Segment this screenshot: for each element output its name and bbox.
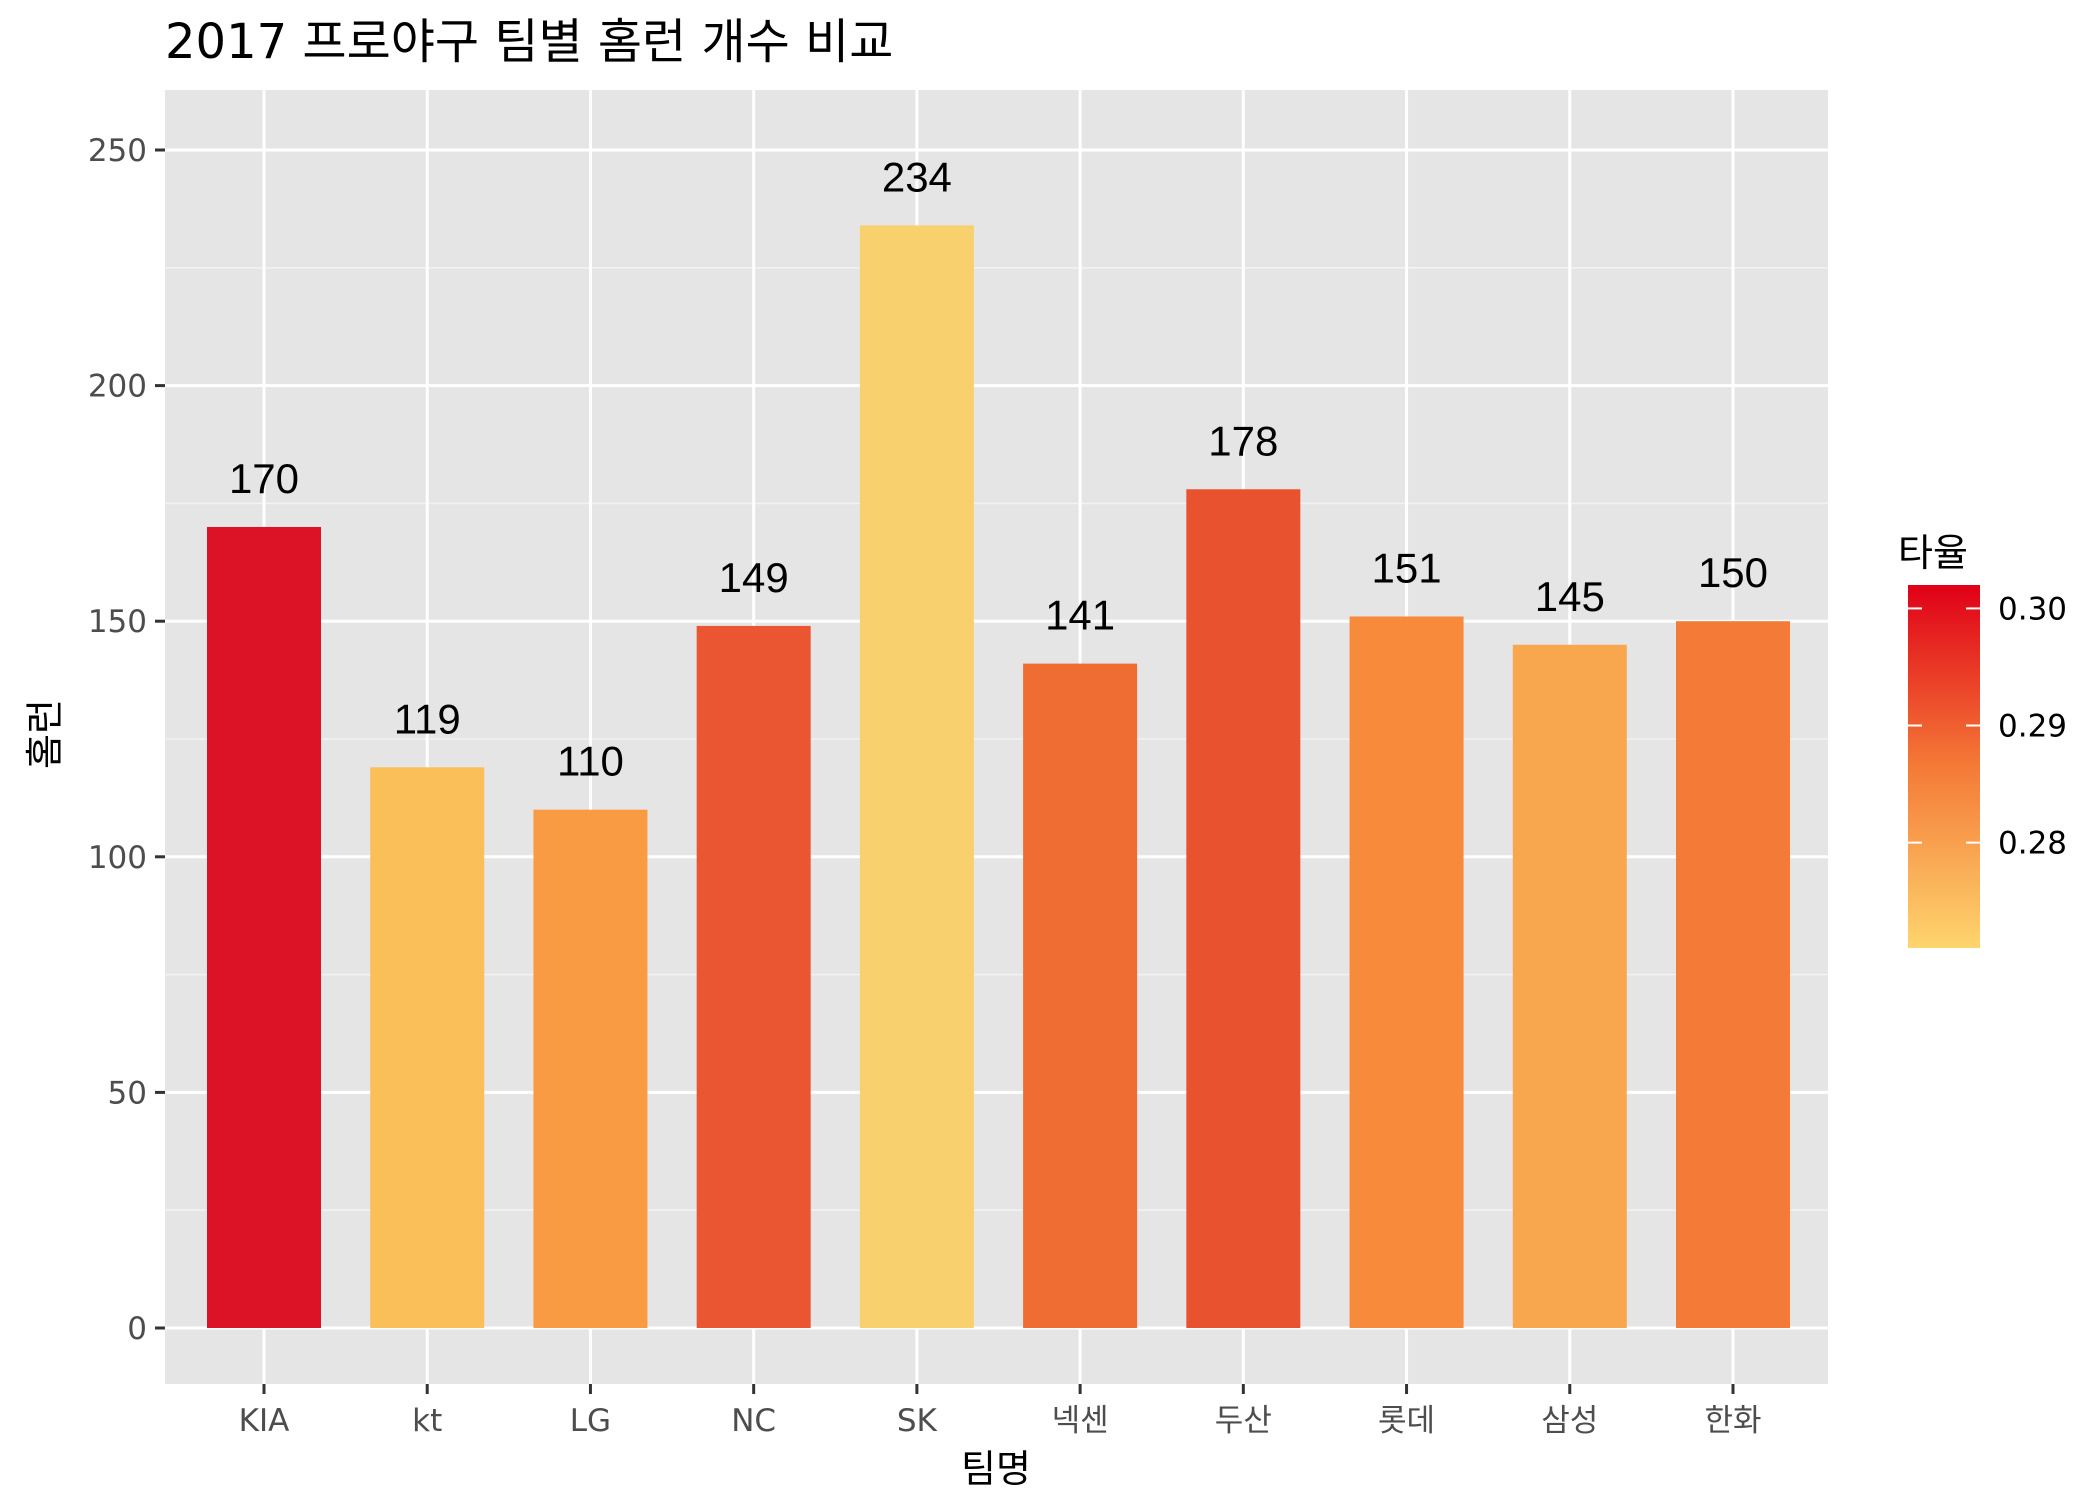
x-tick-label: 롯데 [1378, 1403, 1435, 1439]
x-axis: KIA kt LG NC SK 넥센 두산 롯데 삼성 한화 [239, 1384, 1762, 1439]
bar [859, 225, 974, 1329]
bar [1512, 644, 1627, 1328]
plot-panel: 170 119 110 149 234 141 178 151 145 150 [165, 90, 1828, 1384]
legend-colorbar [1908, 585, 1980, 948]
x-tick-label: SK [897, 1403, 938, 1439]
bar-value-label: 119 [394, 695, 461, 742]
x-tick-label: LG [570, 1403, 611, 1439]
bar-value-label: 145 [1535, 573, 1605, 620]
bar [207, 526, 321, 1328]
y-tick-label: 200 [88, 369, 147, 405]
bar-value-label: 151 [1372, 544, 1442, 591]
chart-title: 2017 프로야구 팀별 홈런 개수 비교 [165, 14, 893, 70]
x-tick-label: 한화 [1704, 1403, 1761, 1439]
y-tick-label: 150 [88, 604, 147, 640]
bar [696, 625, 811, 1328]
bar-value-label: 141 [1045, 592, 1115, 639]
bar [1676, 621, 1790, 1328]
legend-tick-label: 0.28 [1998, 826, 2067, 862]
legend-tick-label: 0.29 [1998, 709, 2067, 745]
legend-tick-label: 0.30 [1998, 591, 2067, 627]
bar-value-label: 149 [719, 554, 789, 601]
bar [533, 809, 648, 1328]
bar [1349, 616, 1464, 1328]
x-axis-title: 팀명 [961, 1447, 1031, 1491]
x-tick-label: KIA [239, 1403, 290, 1439]
bar-value-label: 234 [882, 153, 952, 200]
y-tick-label: 250 [88, 133, 147, 169]
bar [1186, 489, 1301, 1328]
x-tick-label: 삼성 [1541, 1403, 1598, 1439]
bar-value-label: 178 [1208, 417, 1278, 464]
bar [370, 767, 485, 1328]
bar-value-label: 110 [557, 738, 624, 785]
color-legend: 타율 0.28 0.29 0.30 [1898, 531, 2067, 948]
y-tick-label: 100 [88, 840, 147, 876]
bar-value-label: 170 [229, 455, 299, 502]
y-tick-label: 50 [108, 1075, 147, 1111]
x-tick-label: NC [731, 1403, 776, 1439]
x-tick-label: 넥센 [1052, 1403, 1109, 1439]
bar-value-label: 150 [1698, 549, 1768, 596]
x-tick-label: 두산 [1215, 1403, 1272, 1439]
x-tick-label: kt [412, 1403, 442, 1439]
y-axis-title: 홈런 [23, 699, 67, 769]
y-tick-label: 0 [127, 1311, 147, 1347]
y-axis: 0 50 100 150 200 250 [88, 133, 165, 1347]
legend-title: 타율 [1898, 531, 1968, 575]
bar [1023, 663, 1138, 1328]
